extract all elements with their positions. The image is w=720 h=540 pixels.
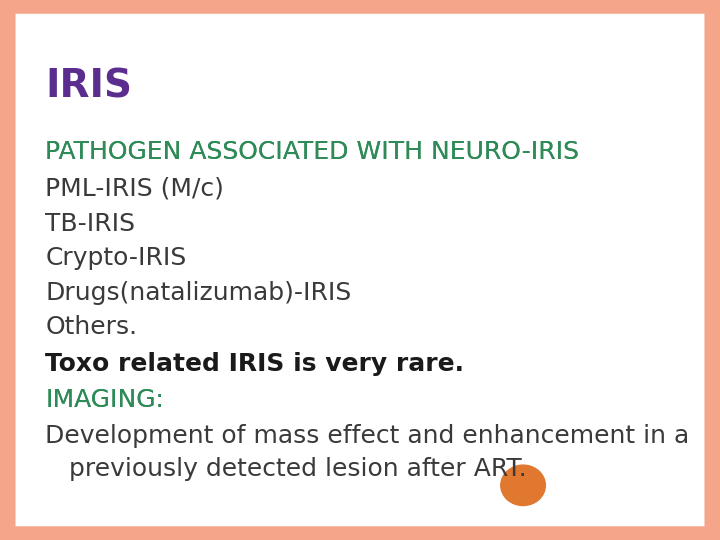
Text: Development of mass effect and enhancement in a: Development of mass effect and enhanceme… [45, 424, 690, 448]
Text: PML-IRIS (M/c): PML-IRIS (M/c) [45, 177, 224, 201]
Text: Others.: Others. [45, 315, 138, 339]
Text: PATHOGEN ASSOCIATED WITH NEURO-IRIS: PATHOGEN ASSOCIATED WITH NEURO-IRIS [45, 140, 579, 164]
Circle shape [501, 465, 545, 505]
Text: IMAGING:: IMAGING: [45, 388, 164, 412]
Text: TB-IRIS: TB-IRIS [45, 212, 135, 235]
Text: IMAGING:: IMAGING: [0, 539, 1, 540]
Text: PATHOGEN ASSOCIATED WITH NEURO-IRIS: PATHOGEN ASSOCIATED WITH NEURO-IRIS [45, 140, 579, 164]
Text: Toxo related IRIS is very rare.: Toxo related IRIS is very rare. [45, 353, 464, 376]
Text: IMAGING:: IMAGING: [45, 388, 164, 412]
Text: Drugs(natalizumab)-IRIS: Drugs(natalizumab)-IRIS [45, 281, 351, 305]
Text: previously detected lesion after ART.: previously detected lesion after ART. [45, 457, 527, 481]
Text: Crypto-IRIS: Crypto-IRIS [45, 246, 186, 270]
Text: IRIS: IRIS [45, 68, 132, 106]
Text: PATHOGEN ASSOCIATED WITH NEURO-IRIS: PATHOGEN ASSOCIATED WITH NEURO-IRIS [0, 539, 1, 540]
